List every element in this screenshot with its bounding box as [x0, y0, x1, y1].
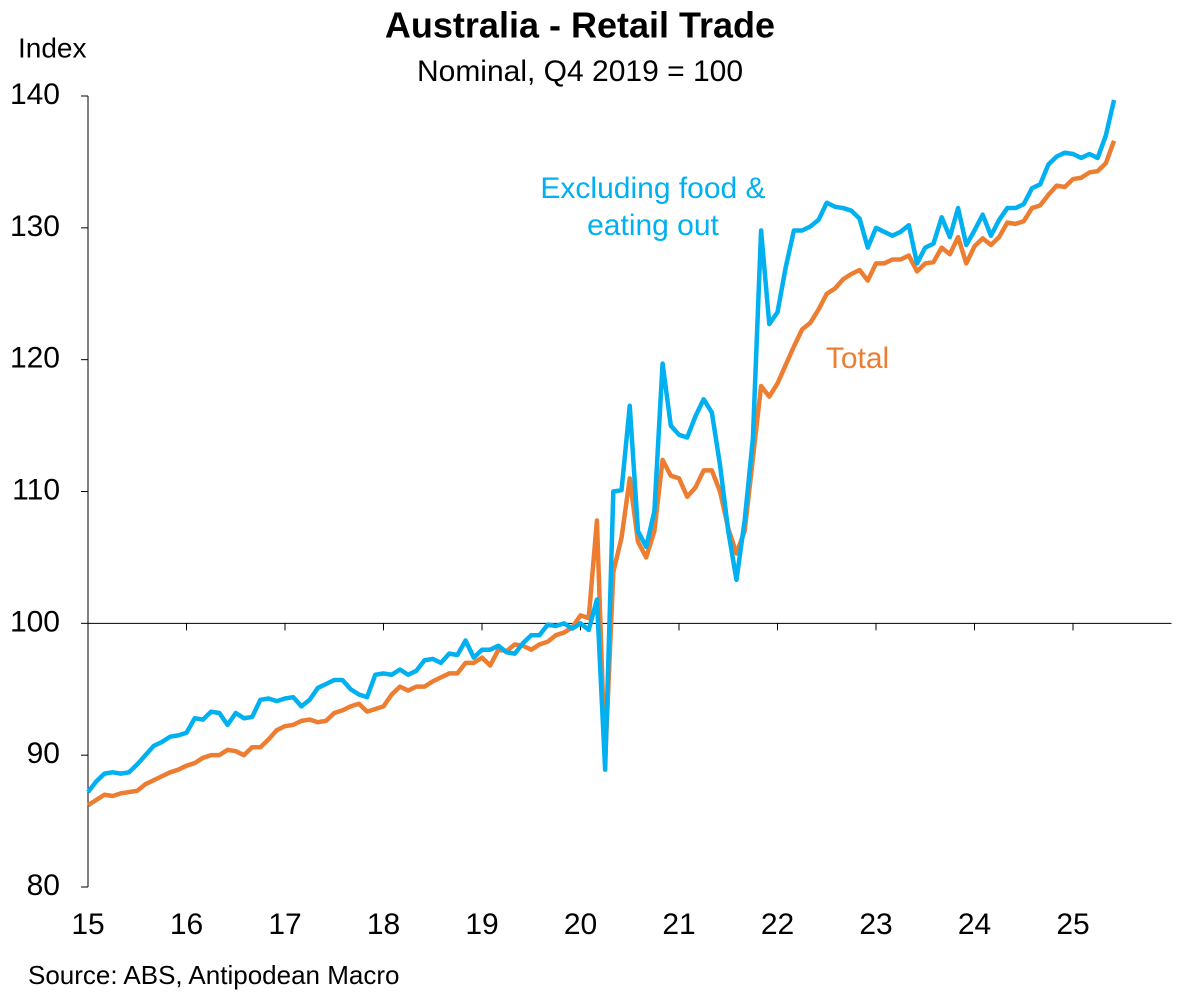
y-tick-label: 90 [27, 737, 60, 770]
x-tick-label: 19 [465, 908, 498, 941]
series-line [86, 99, 1117, 794]
x-tick-label: 21 [662, 908, 695, 941]
x-tick-label: 22 [761, 908, 794, 941]
y-tick-label: 120 [10, 342, 60, 375]
x-tick-label: 17 [268, 908, 301, 941]
chart-subtitle: Nominal, Q4 2019 = 100 [417, 55, 743, 88]
chart-title: Australia - Retail Trade [385, 5, 775, 46]
y-tick-label: 140 [10, 78, 60, 111]
x-tick-label: 15 [71, 908, 104, 941]
y-axis-label: Index [18, 32, 87, 63]
x-tick-label: 24 [958, 908, 991, 941]
x-tick-label: 23 [859, 908, 892, 941]
x-tick-label: 18 [367, 908, 400, 941]
x-tick-label: 20 [564, 908, 597, 941]
series-label: Excluding food & eating out [540, 172, 766, 242]
source-note: Source: ABS, Antipodean Macro [28, 960, 399, 990]
series-label: Total [825, 342, 890, 375]
x-tick-label: 25 [1056, 908, 1089, 941]
y-tick-label: 80 [27, 869, 60, 902]
x-tick-label: 16 [170, 908, 203, 941]
y-tick-label: 110 [12, 473, 60, 506]
y-tick-label: 130 [10, 210, 60, 243]
y-tick-label: 100 [10, 605, 60, 638]
